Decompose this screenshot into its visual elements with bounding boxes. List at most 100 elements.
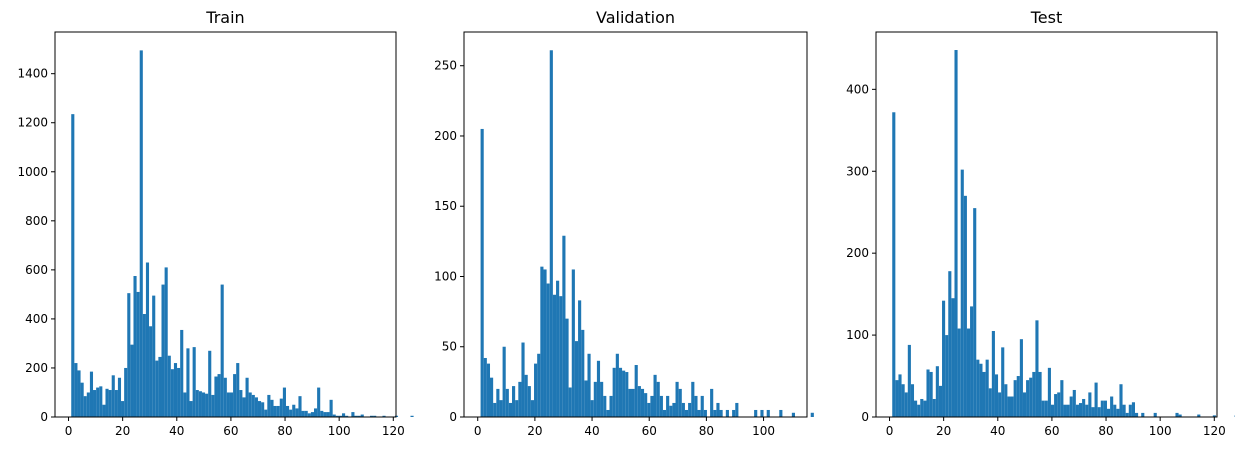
histogram-bar [410,415,414,417]
histogram-bar [662,409,667,417]
histogram-bar [1128,404,1132,417]
histogram-panel: 0 20 40 60 80 100 0 50 100 150 200 250 Validation [434,8,814,438]
histogram-bar [678,388,682,417]
histogram-bar [261,402,265,417]
chart-title: Validation [596,8,675,27]
histogram-bar [960,169,964,417]
x-tick-label: 40 [990,424,1005,438]
x-tick-label: 120 [382,424,405,438]
histogram-bar [483,357,487,417]
histogram-bar [571,269,575,417]
histogram-bar [276,405,280,417]
plot-frame [54,31,397,418]
histogram-bar [71,114,75,418]
histogram-bar [1135,412,1139,417]
histogram-bar [656,381,660,417]
histogram-bar [612,367,616,417]
histogram-bar [568,387,572,417]
histogram-bar [932,398,936,417]
histogram-bar [180,329,184,417]
histogram-bar [298,396,302,417]
histogram-bar [666,395,670,417]
histogram-bar [647,402,651,417]
histogram-bar [926,369,930,417]
histogram-bar [766,409,770,417]
histogram-bar [512,386,516,417]
histogram-bar [292,404,296,417]
histogram-bar [499,400,503,417]
histogram-bar [735,402,739,417]
histogram-bar [493,402,497,417]
histogram-bar [973,208,977,417]
y-tick-label: 600 [25,263,48,277]
x-tick-label: 20 [527,424,542,438]
histogram-bar [892,112,896,417]
histogram-bar [254,397,258,417]
histogram-bar [970,306,974,417]
histogram-bar [345,415,349,417]
histogram-bar [991,330,995,417]
histogram-bar [307,413,311,417]
histogram-bar [1016,376,1020,417]
histogram-bar [99,386,103,417]
histogram-bar [1116,408,1120,417]
histogram-bar [335,415,339,417]
histogram-bar [979,363,983,417]
histogram-bar [89,371,94,417]
histogram-bar [490,377,494,417]
histogram-panel: 0 20 40 60 80 100 1200200400600800100012001400… [17,8,414,438]
histogram-bar [102,404,106,417]
histogram-bar [245,377,249,417]
histogram-bar [220,284,224,417]
plot-frame [875,31,1218,418]
histogram-bar [351,412,355,417]
histogram-bar [653,374,657,417]
histogram-bar [1057,392,1061,417]
histogram-bar [161,284,165,417]
histogram-bar [130,344,134,417]
histogram-bar [80,382,84,417]
histogram-bar [1060,380,1064,417]
histogram-bar [609,395,613,417]
histogram-bar [600,381,604,417]
histogram-bar [1125,412,1129,417]
histogram-bar [521,342,525,417]
histogram-bar [326,412,330,417]
histogram-bar [1038,371,1042,417]
histogram-bar [710,388,714,417]
histogram-bar [810,412,814,417]
histogram-bar [1072,389,1076,417]
plot-frame [463,31,808,418]
histogram-bar [145,262,150,417]
histogram-bar [543,269,547,417]
histogram-bar [634,365,638,417]
histogram-bar [675,381,679,417]
histogram-bar [603,395,607,417]
x-tick-label: 120 [1203,424,1226,438]
histogram-bar [201,392,206,417]
histogram-bar [93,390,97,417]
histogram-bar [496,388,500,417]
histogram-bar [229,392,234,417]
histogram-bar [596,360,601,417]
histogram-bar [217,374,221,417]
histogram-bar [1088,392,1092,417]
x-tick-label: 80 [1098,424,1113,438]
histogram-bar [716,402,720,417]
x-tick-label: 100 [1149,424,1172,438]
histogram-bar [697,409,701,417]
histogram-bar [966,328,971,417]
histogram-bar [329,399,333,417]
y-tick-label: 100 [434,269,457,283]
histogram-bar [189,401,193,417]
histogram-bar [198,391,202,417]
histogram-bar [672,402,676,417]
histogram-bar [195,390,199,417]
histogram-bar [1141,412,1145,417]
histogram-bar [289,409,293,417]
histogram-bar [581,329,585,417]
histogram-bar [505,388,509,417]
histogram-bar [208,350,212,417]
histogram-bar [559,296,563,417]
histogram-bar [1119,384,1123,417]
